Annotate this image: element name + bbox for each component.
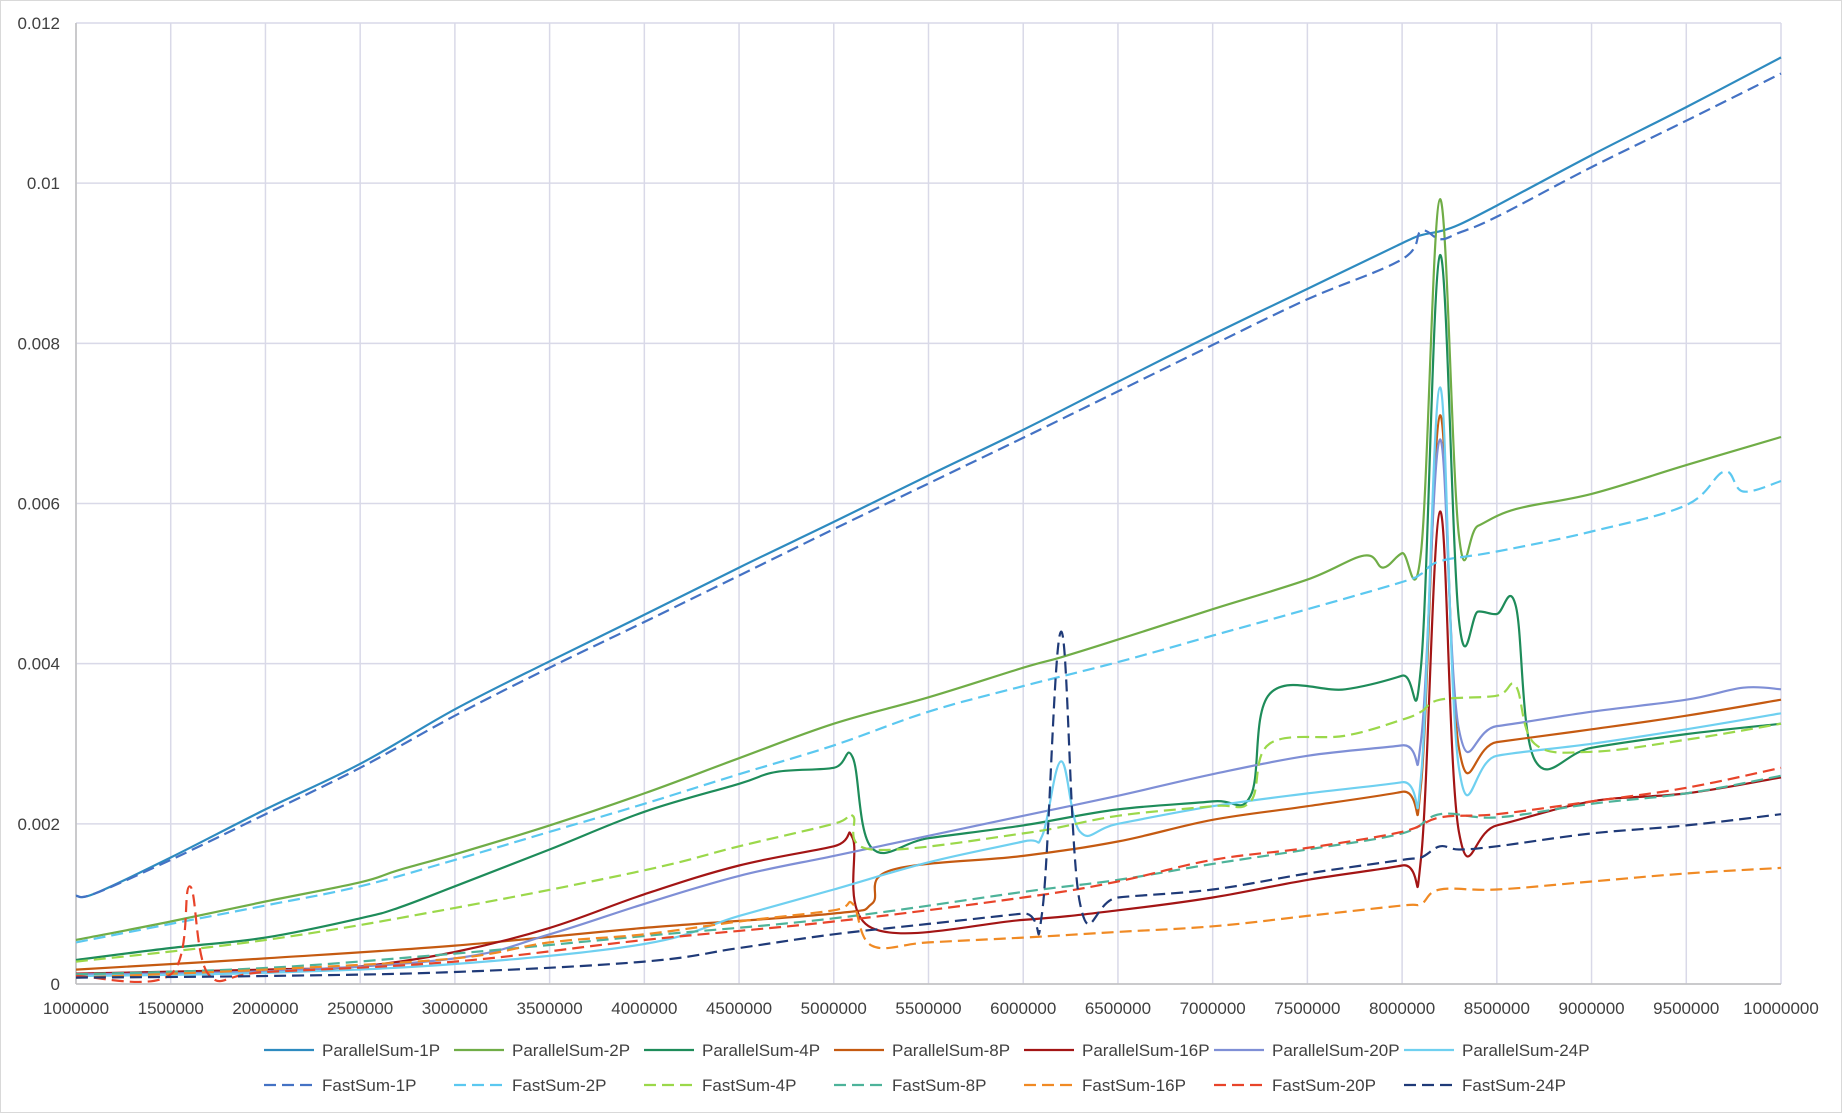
x-tick-label: 6500000 [1085,999,1151,1018]
x-tick-label: 4500000 [706,999,772,1018]
legend-label: ParallelSum-2P [512,1041,630,1060]
x-tick-label: 7000000 [1180,999,1246,1018]
axes: 1000000 1500000 2000000 2500000 3000000 35000… [17,14,1818,1018]
legend-label: FastSum-24P [1462,1076,1566,1095]
x-tick-label: 6000000 [990,999,1056,1018]
legend-label: ParallelSum-24P [1462,1041,1590,1060]
legend: ParallelSum-1P ParallelSum-2P ParallelSum-… [264,1041,1590,1095]
x-tick-label: 4000000 [611,999,677,1018]
y-tick-label: 0 [51,975,60,994]
y-tick-label: 0.004 [17,655,60,674]
legend-label: FastSum-2P [512,1076,606,1095]
x-tick-label: 5000000 [801,999,867,1018]
x-tick-label: 1000000 [43,999,109,1018]
series-line-parallelsum-20p [75,438,1782,976]
x-tick-label: 8000000 [1369,999,1435,1018]
gridlines [75,22,1782,985]
x-tick-label: 3500000 [517,999,583,1018]
series-line-fastsum-4p [75,682,1782,963]
series-line-parallelsum-24p [75,386,1782,978]
legend-label: FastSum-20P [1272,1076,1376,1095]
series-line-fastsum-24p [75,630,1782,979]
y-tick-label: 0.01 [27,174,60,193]
x-tick-label: 5500000 [895,999,961,1018]
x-tick-label: 1500000 [138,999,204,1018]
series-line-fastsum-20p [75,766,1782,984]
series-line-fastsum-1p [75,72,1782,899]
series-line-fastsum-8p [75,774,1782,976]
series-line-parallelsum-1p [75,56,1782,899]
x-tick-label: 7500000 [1274,999,1340,1018]
y-tick-label: 0.006 [17,495,60,514]
series-line-fastsum-16p [75,866,1782,979]
legend-label: FastSum-16P [1082,1076,1186,1095]
legend-label: FastSum-1P [322,1076,416,1095]
y-tick-label: 0.008 [17,334,60,353]
x-tick-label: 10000000 [1743,999,1819,1018]
legend-label: ParallelSum-4P [702,1041,820,1060]
series-line-parallelsum-2p [75,198,1782,942]
x-tick-label: 9000000 [1558,999,1624,1018]
legend-label: ParallelSum-1P [322,1041,440,1060]
series-line-fastsum-2p [75,470,1782,944]
legend-label: ParallelSum-20P [1272,1041,1400,1060]
legend-label: FastSum-8P [892,1076,986,1095]
x-tick-label: 3000000 [422,999,488,1018]
legend-label: ParallelSum-16P [1082,1041,1210,1060]
legend-label: FastSum-4P [702,1076,796,1095]
x-tick-label: 8500000 [1464,999,1530,1018]
x-tick-label: 2500000 [327,999,393,1018]
x-tick-label: 9500000 [1653,999,1719,1018]
x-tick-label: 2000000 [232,999,298,1018]
y-tick-label: 0.002 [17,815,60,834]
series-line-parallelsum-8p [75,414,1782,971]
y-tick-label: 0.012 [17,14,60,33]
legend-label: ParallelSum-8P [892,1041,1010,1060]
series-lines [75,56,1782,984]
series-line-parallelsum-16p [75,510,1782,975]
